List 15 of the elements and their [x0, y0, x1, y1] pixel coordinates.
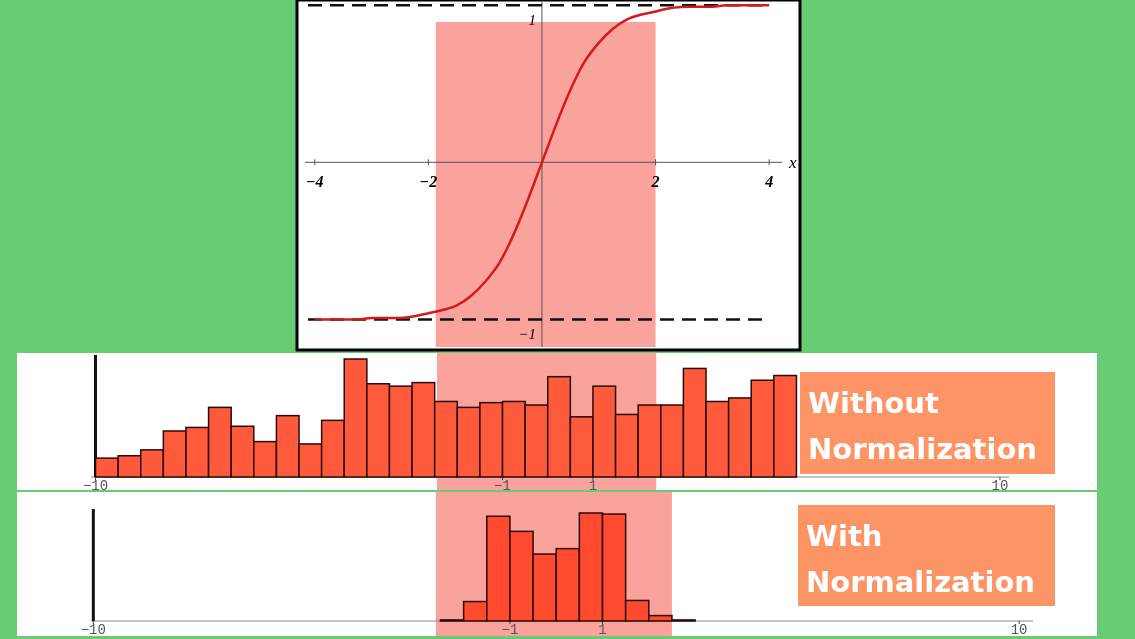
- x-axis-title: x: [788, 153, 797, 173]
- x-tick-label: −1: [494, 478, 511, 494]
- x-tick-label: −10: [80, 622, 106, 638]
- x-tick-label: −1: [501, 622, 519, 638]
- x-tick-label: −10: [82, 478, 109, 494]
- x-tick-label: −4: [305, 173, 324, 191]
- x-tick-label: 4: [764, 173, 774, 191]
- x-tick-label: 2: [650, 173, 660, 191]
- x-tick-label: −2: [419, 173, 438, 191]
- annotation: Without Normalization: [808, 386, 1037, 466]
- x-tick-label: 10: [1010, 622, 1028, 638]
- annotation: With Normalization: [806, 519, 1035, 599]
- x-tick-label: 10: [991, 478, 1009, 494]
- x-tick-label: 1: [588, 478, 598, 494]
- x-tick-label: 1: [598, 622, 607, 638]
